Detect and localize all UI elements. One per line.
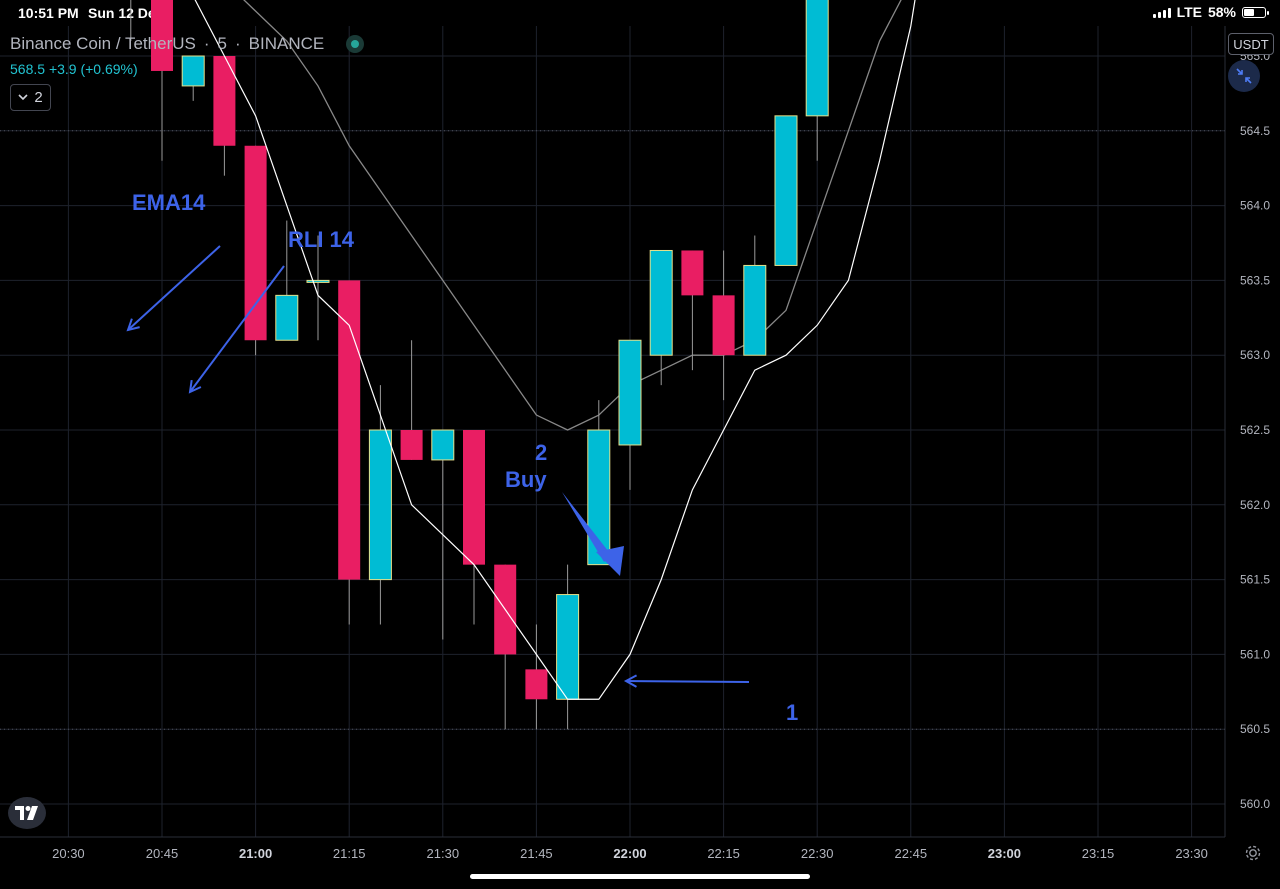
candle-up	[649, 249, 673, 356]
tv-logo-glyph	[15, 806, 38, 820]
ema-arrow-shaft	[127, 245, 221, 331]
x-tick-label: 22:15	[707, 846, 740, 861]
y-tick-label: 562.5	[1240, 423, 1270, 437]
arrow-one-shaft	[625, 680, 750, 683]
y-tick-label: 563.5	[1240, 273, 1270, 287]
currency-button[interactable]: USDT	[1228, 33, 1274, 55]
status-time: 10:51 PM	[18, 5, 79, 21]
indicators-count: 2	[34, 89, 43, 106]
collapse-arrows-icon	[1236, 68, 1252, 84]
annotation-rli: RLI 14	[288, 227, 355, 252]
x-tick-label: 20:30	[52, 846, 85, 861]
y-tick-label: 560.0	[1240, 797, 1270, 811]
ema-arrow-head	[126, 318, 140, 332]
candle-up	[774, 115, 798, 266]
candle-up	[431, 429, 455, 461]
settings-gear-icon[interactable]	[1243, 843, 1263, 863]
candle-down	[151, 0, 173, 71]
battery-label: 58%	[1207, 4, 1236, 20]
annotation-buy: Buy	[505, 467, 547, 492]
candle-up	[275, 294, 299, 341]
signal-icon	[1152, 7, 1171, 18]
candle-up	[618, 339, 642, 446]
y-tick-label: 563.0	[1240, 348, 1270, 362]
symbol-exchange: BINANCE	[248, 34, 325, 53]
buy-arrow-head	[596, 546, 624, 576]
candle-down	[213, 56, 236, 146]
home-indicator	[470, 874, 810, 879]
candle-down	[525, 669, 548, 700]
symbol-name: Binance Coin / TetherUS	[10, 34, 196, 53]
status-bar: 10:51 PM Sun 12 Dec LTE 58%	[0, 0, 1280, 26]
candle-up	[181, 55, 205, 87]
indicators-toggle-button[interactable]: 2	[10, 84, 51, 111]
rli-arrow	[188, 265, 285, 394]
symbol-sep-2: ·	[235, 34, 241, 53]
rli-arrow-head	[188, 379, 202, 394]
arrow-one-head	[623, 674, 638, 688]
x-tick-label: 23:30	[1175, 846, 1208, 861]
candle-down	[712, 295, 735, 356]
grid-lines	[0, 26, 1225, 837]
candle-up	[556, 594, 580, 700]
x-tick-label: 20:45	[146, 846, 179, 861]
last-price: 568.5	[10, 61, 46, 77]
x-tick-label: 22:45	[895, 846, 928, 861]
x-tick-label: 21:45	[520, 846, 553, 861]
candle-up	[368, 429, 392, 581]
y-tick-label: 561.0	[1240, 647, 1270, 661]
candle-down	[681, 250, 704, 296]
y-tick-label: 560.5	[1240, 722, 1270, 736]
price-change: +3.9 (+0.69%)	[48, 61, 138, 77]
tradingview-logo-icon[interactable]	[8, 797, 46, 829]
candle-down	[338, 280, 361, 580]
symbol-header[interactable]: Binance Coin / TetherUS · 5 · BINANCE	[10, 34, 365, 54]
x-tick-label: 23:00	[988, 846, 1021, 861]
collapse-button[interactable]	[1228, 60, 1260, 92]
network-label: LTE	[1176, 4, 1202, 20]
status-right: LTE 58%	[1152, 4, 1269, 20]
x-tick-label: 22:00	[613, 846, 646, 861]
annotation-one: 1	[786, 700, 798, 725]
y-tick-label: 564.0	[1240, 199, 1270, 213]
price-change-line: 568.5 +3.9 (+0.69%)	[10, 61, 138, 77]
x-tick-label: 21:30	[427, 846, 460, 861]
symbol-interval: 5	[217, 34, 227, 53]
candle-up	[743, 264, 767, 356]
battery-icon	[1242, 6, 1269, 18]
rli14-line	[194, 0, 916, 700]
candles	[130, 0, 829, 730]
annotation-ema: EMA14	[132, 190, 206, 215]
annotation-buy-num: 2	[535, 440, 547, 465]
market-open-icon	[346, 35, 365, 53]
x-tick-label: 22:30	[801, 846, 834, 861]
candle-up	[306, 279, 330, 283]
buy-arrow-shaft	[562, 492, 612, 562]
chevron-down-icon	[18, 94, 28, 101]
x-tick-label: 23:15	[1082, 846, 1115, 861]
candle-down	[400, 430, 423, 460]
candle-down	[463, 430, 485, 565]
symbol-sep: ·	[203, 34, 210, 53]
arrow-one	[623, 674, 750, 688]
candle-up	[587, 429, 611, 566]
x-tick-label: 21:15	[333, 846, 366, 861]
y-tick-label: 562.0	[1240, 498, 1270, 512]
candle-down	[244, 145, 267, 341]
y-tick-label: 561.5	[1240, 573, 1270, 587]
candle-up	[805, 0, 829, 117]
rli-arrow-shaft	[189, 265, 285, 393]
y-tick-label: 564.5	[1240, 124, 1270, 138]
status-date: Sun 12 Dec	[88, 5, 164, 21]
x-tick-label: 21:00	[239, 846, 272, 861]
ema-arrow	[126, 245, 221, 332]
